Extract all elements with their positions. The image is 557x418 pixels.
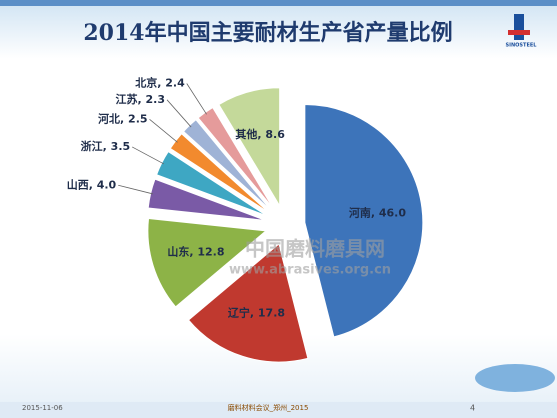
data-label: 河北, 2.5 (98, 111, 148, 125)
logo-text: SINOSTEEL (506, 43, 538, 49)
leader-line (149, 118, 178, 143)
data-label: 其他, 8.6 (235, 127, 285, 141)
data-label: 辽宁, 17.8 (228, 306, 285, 320)
footer-band (0, 402, 557, 418)
pie-slice (147, 217, 268, 308)
footer-page: 4 (470, 404, 475, 413)
leader-line (186, 83, 207, 115)
watermark-title: 中国磨料磨具网 (245, 237, 385, 261)
leader-line (131, 146, 165, 165)
data-label: 浙江, 3.5 (81, 139, 131, 153)
logo-mark (514, 14, 524, 40)
data-label: 北京, 2.4 (135, 76, 185, 90)
pie-slice (218, 87, 281, 208)
decor-globe (475, 364, 555, 392)
data-label: 山西, 4.0 (67, 177, 117, 191)
leader-line (166, 99, 192, 128)
data-label: 河南, 46.0 (349, 205, 406, 219)
footer-event: 磨料材料会议_郑州_2015 (228, 403, 309, 412)
data-label: 江苏, 2.3 (116, 92, 166, 106)
top-band (0, 0, 557, 6)
watermark-url: www.abrasives.org.cn (229, 263, 391, 278)
leader-line (118, 184, 154, 195)
logo: SINOSTEEL (506, 14, 538, 49)
logo-mark (508, 30, 530, 35)
pie-slice (304, 104, 424, 338)
chart-title: 2014年中国主要耐材生产省产量比例 (83, 20, 452, 46)
data-label: 山东, 12.8 (167, 244, 224, 258)
pie-slice (187, 243, 309, 363)
footer-date: 2015-11-06 (22, 404, 63, 412)
